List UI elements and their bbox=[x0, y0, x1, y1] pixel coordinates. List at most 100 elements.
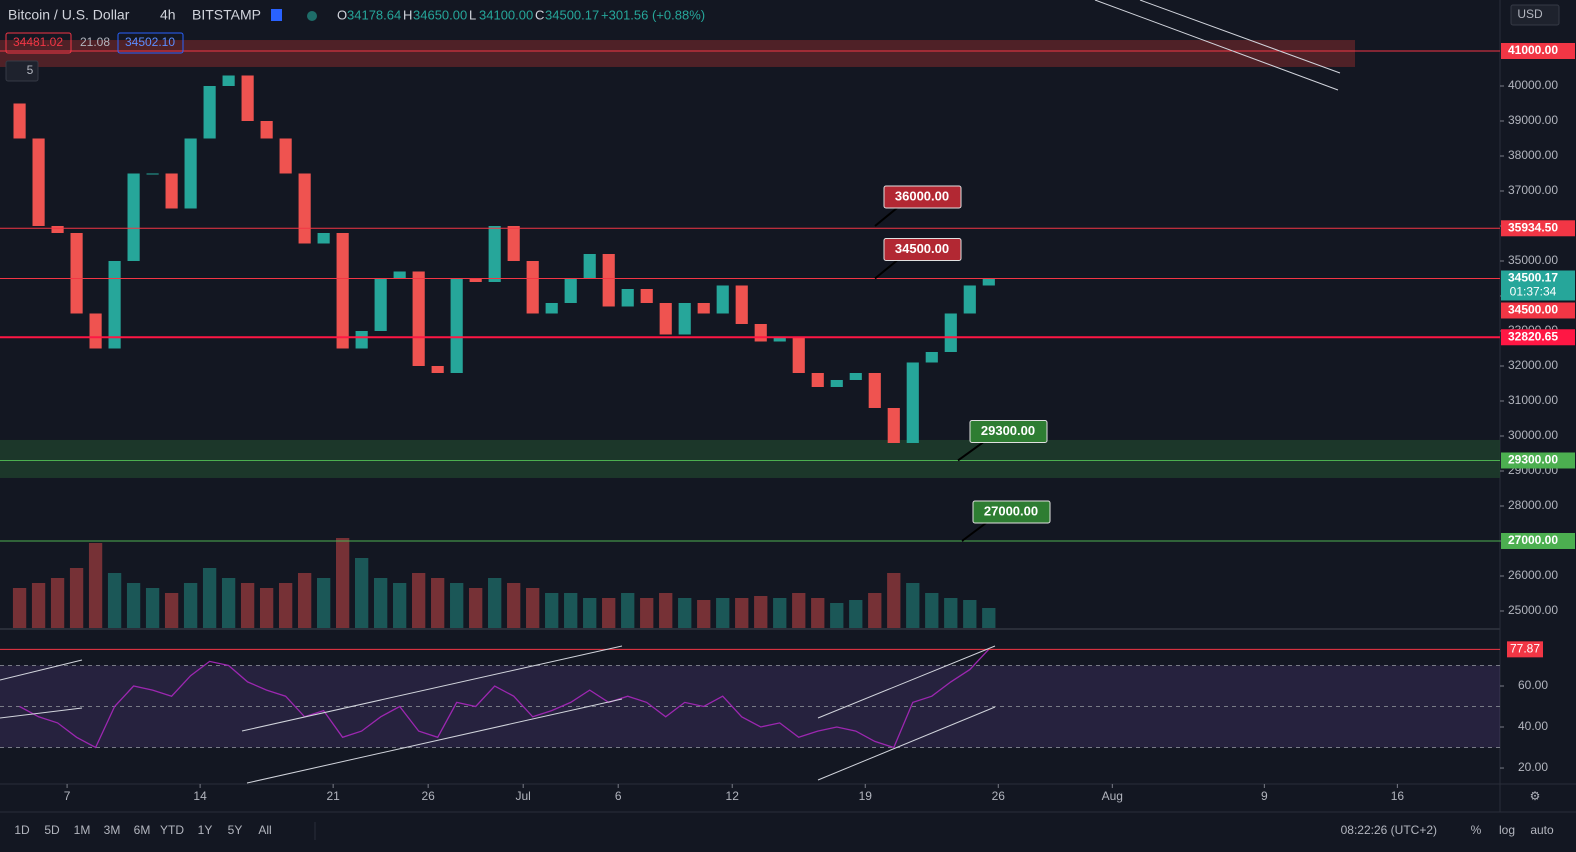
price-badge-label: 29300.00 bbox=[1508, 453, 1558, 467]
x-tick-label: Jul bbox=[516, 789, 531, 803]
volume-bar bbox=[545, 593, 559, 628]
volume-bar bbox=[868, 593, 882, 628]
volume-bar bbox=[202, 568, 217, 628]
scale-option[interactable]: % bbox=[1471, 823, 1482, 837]
candle-body bbox=[32, 138, 45, 226]
scale-option[interactable]: log bbox=[1499, 823, 1515, 837]
candle-body bbox=[203, 85, 216, 139]
range-button[interactable]: 1M bbox=[74, 823, 91, 837]
range-button[interactable]: YTD bbox=[160, 823, 184, 837]
rsi-tick-label: 20.00 bbox=[1518, 760, 1548, 774]
settings-icon[interactable]: ⚙ bbox=[1530, 789, 1541, 803]
volume-bar bbox=[297, 573, 312, 628]
y-tick-label: 38000.00 bbox=[1508, 148, 1558, 162]
price-badge bbox=[1501, 220, 1575, 237]
trend-line bbox=[0, 707, 83, 719]
candle-body bbox=[526, 260, 539, 314]
volume-bar bbox=[963, 600, 977, 628]
volume-bar bbox=[735, 598, 749, 628]
range-button[interactable]: 5Y bbox=[228, 823, 243, 837]
volume-bar bbox=[31, 583, 46, 628]
candle-body bbox=[51, 225, 64, 233]
spread: 21.08 bbox=[80, 35, 110, 49]
y-tick-label: 25000.00 bbox=[1508, 603, 1558, 617]
x-tick-label: 26 bbox=[421, 789, 435, 803]
candle-body bbox=[241, 75, 254, 121]
volume-bar bbox=[354, 558, 369, 628]
x-tick-label: 21 bbox=[326, 789, 340, 803]
x-tick-label: 6 bbox=[615, 789, 622, 803]
change: +301.56 (+0.88%) bbox=[601, 7, 705, 22]
candle-body bbox=[222, 75, 235, 86]
callout-label: 29300.00 bbox=[981, 423, 1035, 438]
rsi-line bbox=[19, 648, 990, 749]
candle-body bbox=[773, 337, 786, 342]
range-button[interactable]: 6M bbox=[134, 823, 151, 837]
volume-bar bbox=[849, 600, 863, 628]
volume-bar bbox=[240, 583, 255, 628]
price-badge bbox=[1501, 452, 1575, 469]
candle-body bbox=[887, 407, 900, 443]
candle-body bbox=[602, 253, 615, 307]
volume-bar bbox=[69, 568, 84, 628]
price-badge bbox=[1501, 270, 1575, 301]
candle-body bbox=[811, 372, 824, 387]
ask: 34502.10 bbox=[125, 35, 175, 49]
candle-body bbox=[849, 372, 862, 380]
ohlc-key: L bbox=[469, 7, 476, 22]
candle-body bbox=[108, 260, 121, 349]
volume-bar bbox=[107, 573, 122, 628]
scale-option[interactable]: auto bbox=[1530, 823, 1554, 837]
trend-line bbox=[817, 706, 996, 781]
volume-bar bbox=[792, 593, 806, 628]
candle-body bbox=[640, 288, 653, 303]
indicator-toggle[interactable] bbox=[5, 60, 39, 82]
bid: 34481.02 bbox=[13, 35, 63, 49]
candle-body bbox=[431, 365, 444, 373]
range-button[interactable]: 1Y bbox=[198, 823, 213, 837]
range-button[interactable]: 5D bbox=[44, 823, 60, 837]
layer: 25000.0026000.0027000.0028000.0029000.00… bbox=[0, 40, 1575, 803]
currency-button[interactable] bbox=[1510, 4, 1560, 26]
volume-bar bbox=[925, 593, 939, 628]
candle-body bbox=[412, 271, 425, 366]
ohlc-value: 34650.00 bbox=[413, 7, 467, 22]
range-button[interactable]: 1D bbox=[14, 823, 30, 837]
range-button[interactable]: 3M bbox=[104, 823, 121, 837]
candle-body bbox=[488, 225, 501, 282]
ohlc-value: 34500.17 bbox=[545, 7, 599, 22]
volume-bar bbox=[221, 578, 236, 628]
ask-box[interactable] bbox=[117, 32, 184, 54]
callout-pointer bbox=[874, 207, 898, 227]
volume-bar bbox=[507, 583, 521, 628]
ohlc: O 34178.64 H 34650.00 L 34100.00 C 34500.17 +301… bbox=[337, 7, 705, 22]
volume-bar bbox=[431, 578, 445, 628]
rsi-badge bbox=[1507, 641, 1543, 658]
volume-bar bbox=[716, 598, 730, 628]
callout-box bbox=[972, 500, 1051, 524]
callout-pointer bbox=[957, 441, 984, 462]
callout-pointer bbox=[874, 259, 898, 280]
x-tick-label: 7 bbox=[64, 789, 71, 803]
candle-body bbox=[89, 313, 102, 349]
volume-bar bbox=[450, 583, 464, 628]
bid-box[interactable] bbox=[5, 32, 72, 54]
ohlc-value: 34178.64 bbox=[347, 7, 401, 22]
callout-box bbox=[969, 419, 1048, 443]
flag-icon[interactable] bbox=[271, 9, 282, 21]
ohlc-key: H bbox=[403, 7, 412, 22]
candle-body bbox=[260, 120, 273, 139]
candle-body bbox=[735, 285, 748, 324]
candle-body bbox=[298, 173, 311, 244]
volume-bar bbox=[126, 583, 141, 628]
candle-body bbox=[355, 330, 368, 349]
candle-body bbox=[70, 232, 83, 314]
volume-bar bbox=[773, 598, 787, 628]
volume-bar bbox=[887, 573, 901, 628]
range-button[interactable]: All bbox=[258, 823, 271, 837]
callout-box bbox=[883, 237, 962, 261]
volume-bar bbox=[982, 608, 996, 628]
x-tick-label: 16 bbox=[1391, 789, 1405, 803]
